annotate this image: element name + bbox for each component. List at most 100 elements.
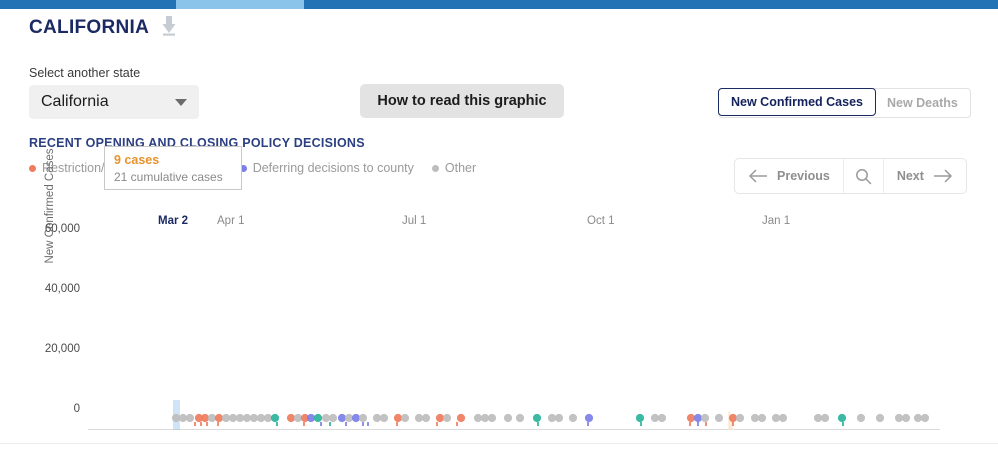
policy-marker-dot (372, 413, 382, 423)
policy-marker-dot (771, 413, 781, 423)
policy-marker-dot (221, 413, 231, 423)
policy-marker-dot (185, 413, 195, 423)
search-button[interactable] (842, 159, 883, 193)
legend-label-other: Other (444, 161, 477, 175)
policy-marker-dot (650, 413, 660, 423)
policy-marker-dot (728, 413, 738, 423)
legend-item-deferring: Deferring decisions to county (239, 161, 414, 175)
policy-marker-dot (547, 413, 557, 423)
policy-marker-dot (214, 413, 224, 423)
policy-marker-dot (321, 413, 331, 423)
policy-marker-dot (700, 413, 710, 423)
policy-marker-dot (207, 413, 217, 423)
how-to-read-button[interactable]: How to read this graphic (360, 84, 564, 118)
y-tick-label: 60,000 (44, 223, 80, 235)
x-tick-label: Mar 2 (158, 215, 189, 227)
x-tick-label: Jul 1 (402, 215, 427, 227)
legend-dot-deferring (239, 164, 247, 172)
x-tick-label: Apr 1 (217, 215, 245, 227)
page-header: CALIFORNIA (29, 14, 179, 41)
policy-marker-dot (473, 413, 483, 423)
policy-marker-dot (487, 413, 497, 423)
policy-marker-dot (178, 413, 188, 423)
policy-marker-dot (328, 413, 338, 423)
policy-marker-dot (256, 413, 266, 423)
policy-marker-dot (379, 413, 389, 423)
policy-marker-dot (813, 413, 823, 423)
tooltip-value: 9 cases (114, 153, 160, 167)
chart-tooltip: 9 cases 21 cumulative cases (104, 146, 242, 190)
policy-marker-dot (435, 413, 445, 423)
policy-marker-dot (235, 413, 245, 423)
policy-marker-dot (856, 413, 866, 423)
policy-marker-dot (228, 413, 238, 423)
policy-marker-dot (421, 413, 431, 423)
top-progress-bar (0, 0, 998, 9)
policy-marker-dot (686, 413, 696, 423)
arrow-left-icon (748, 169, 767, 183)
policy-marker-dot (515, 413, 525, 423)
policy-marker-dot (293, 413, 303, 423)
state-select-value: California (41, 93, 109, 110)
policy-marker-dot (532, 413, 542, 423)
policy-marker-dot (242, 413, 252, 423)
x-tick-label: Oct 1 (587, 215, 615, 227)
policy-marker-dot (456, 413, 466, 423)
state-select[interactable]: California (29, 85, 199, 119)
policy-marker-dot (442, 413, 452, 423)
policy-marker-dot (757, 413, 767, 423)
policy-marker-dot (263, 413, 273, 423)
policy-marker-dot (554, 413, 564, 423)
page-title: CALIFORNIA (29, 16, 150, 38)
policy-marker-dot (400, 413, 410, 423)
policy-marker-dot (171, 413, 181, 423)
policy-marker-dot (337, 413, 347, 423)
download-icon[interactable] (159, 14, 179, 41)
search-icon (855, 168, 872, 184)
highlight-band (173, 400, 180, 451)
policy-marker-dot (875, 413, 885, 423)
policy-marker-dot (393, 413, 403, 423)
next-button[interactable]: Next (882, 159, 966, 193)
policy-marker-dot (657, 413, 667, 423)
legend-dot-other (431, 164, 439, 172)
chart-canvas (88, 400, 940, 451)
y-axis-title: New Confirmed Cases (44, 148, 56, 264)
previous-button[interactable]: Previous (735, 159, 843, 193)
cases-chart (0, 200, 998, 451)
policy-legend: Restriction/closing Opening Deferring de… (29, 161, 494, 175)
footer-divider (0, 443, 998, 444)
policy-marker-dot (306, 413, 316, 423)
policy-marker-dot (194, 413, 204, 423)
tab-new-deaths[interactable]: New Deaths (886, 96, 958, 110)
policy-marker-dot (414, 413, 424, 423)
x-tick-label: Jan 1 (762, 215, 791, 227)
arrow-right-icon (933, 169, 952, 183)
policy-marker-dot (503, 413, 513, 423)
policy-marker-dot (901, 413, 911, 423)
policy-marker-dot (913, 413, 923, 423)
policy-marker-dot (693, 413, 703, 423)
policy-marker-dot (300, 413, 310, 423)
policy-marker-dot (820, 413, 830, 423)
policy-marker-dot (480, 413, 490, 423)
policy-marker-dot (200, 413, 210, 423)
policy-marker-dot (270, 413, 280, 423)
legend-dot-restriction-closing (29, 164, 36, 172)
policy-marker-dot (313, 413, 323, 423)
policy-marker-dot (358, 413, 368, 423)
legend-item-other: Other (431, 161, 477, 175)
tab-new-confirmed-cases[interactable]: New Confirmed Cases (718, 88, 876, 116)
y-tick-label: 20,000 (44, 343, 80, 355)
previous-label: Previous (777, 169, 830, 183)
policy-nav-group: Previous Next (734, 158, 967, 194)
policy-marker-dot (568, 413, 578, 423)
legend-label-deferring: Deferring decisions to county (252, 161, 414, 175)
policy-marker-dot (920, 413, 930, 423)
policy-marker-dot (714, 413, 724, 423)
policy-marker-dot (778, 413, 788, 423)
policy-marker-dot (837, 413, 847, 423)
tooltip-cumulative: 21 cumulative cases (114, 170, 223, 184)
policy-marker-dot (344, 413, 354, 423)
